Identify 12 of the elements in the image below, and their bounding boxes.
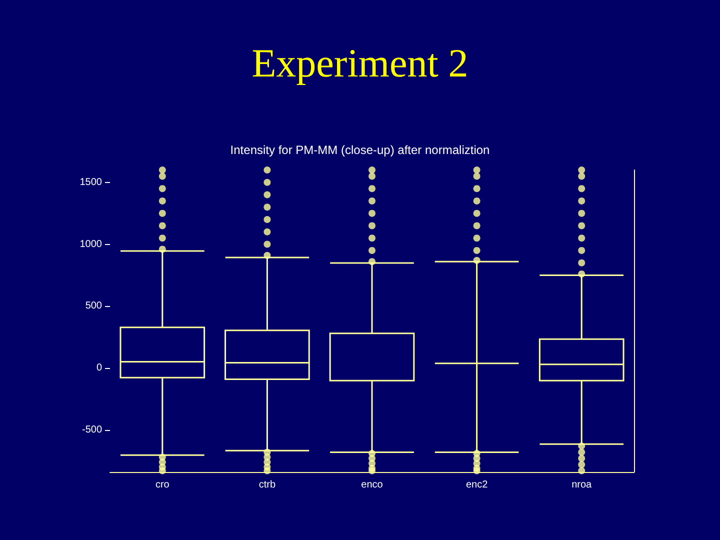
chart-title: Experiment 2 xyxy=(252,40,468,86)
x-tick-label: enc2 xyxy=(466,480,488,490)
y-tick-label: 1000 xyxy=(80,238,102,250)
x-tick-label: nroa xyxy=(572,480,592,490)
y-tick-label: 0 xyxy=(96,362,102,374)
y-tick-label: 1500 xyxy=(80,176,102,188)
x-tick-label: cro xyxy=(155,480,170,490)
y-tick-label: -500 xyxy=(82,424,102,436)
x-tick-label: ctrb xyxy=(258,480,276,490)
y-tick-label: 500 xyxy=(85,300,102,312)
chart-subtitle: Intensity for PM-MM (close-up) after normaliztion xyxy=(230,143,490,157)
x-tick-label: enco xyxy=(361,480,384,490)
